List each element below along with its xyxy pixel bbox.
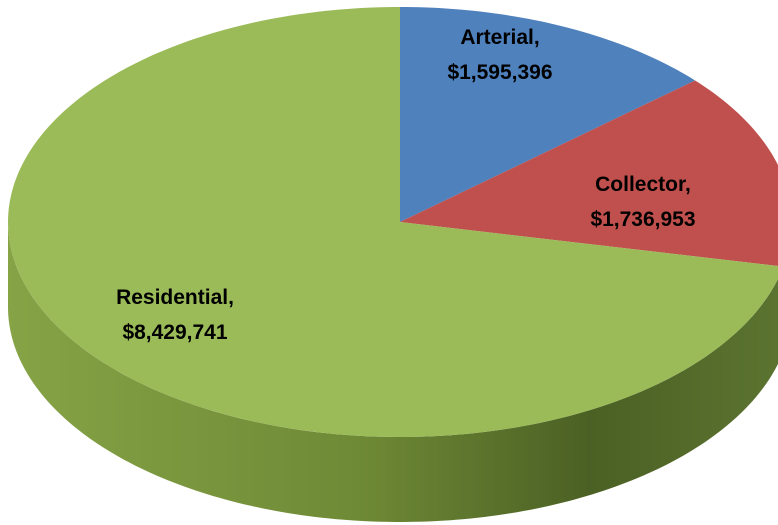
label-value: $1,736,953: [590, 208, 695, 231]
pie-slice: [8, 7, 778, 437]
slice-side: [8, 222, 778, 522]
label-category: Residential,: [116, 286, 234, 309]
label-value: $1,595,396: [447, 61, 552, 84]
pie-slice: [400, 80, 778, 267]
pie-slice: [400, 7, 696, 222]
label-category: Arterial,: [460, 26, 539, 49]
data-label: Residential, $8,429,741: [116, 286, 234, 344]
data-label: Arterial, $1,595,396: [447, 26, 552, 84]
label-category: Collector,: [595, 173, 691, 196]
label-value: $8,429,741: [122, 321, 227, 344]
data-label: Collector, $1,736,953: [590, 173, 695, 231]
